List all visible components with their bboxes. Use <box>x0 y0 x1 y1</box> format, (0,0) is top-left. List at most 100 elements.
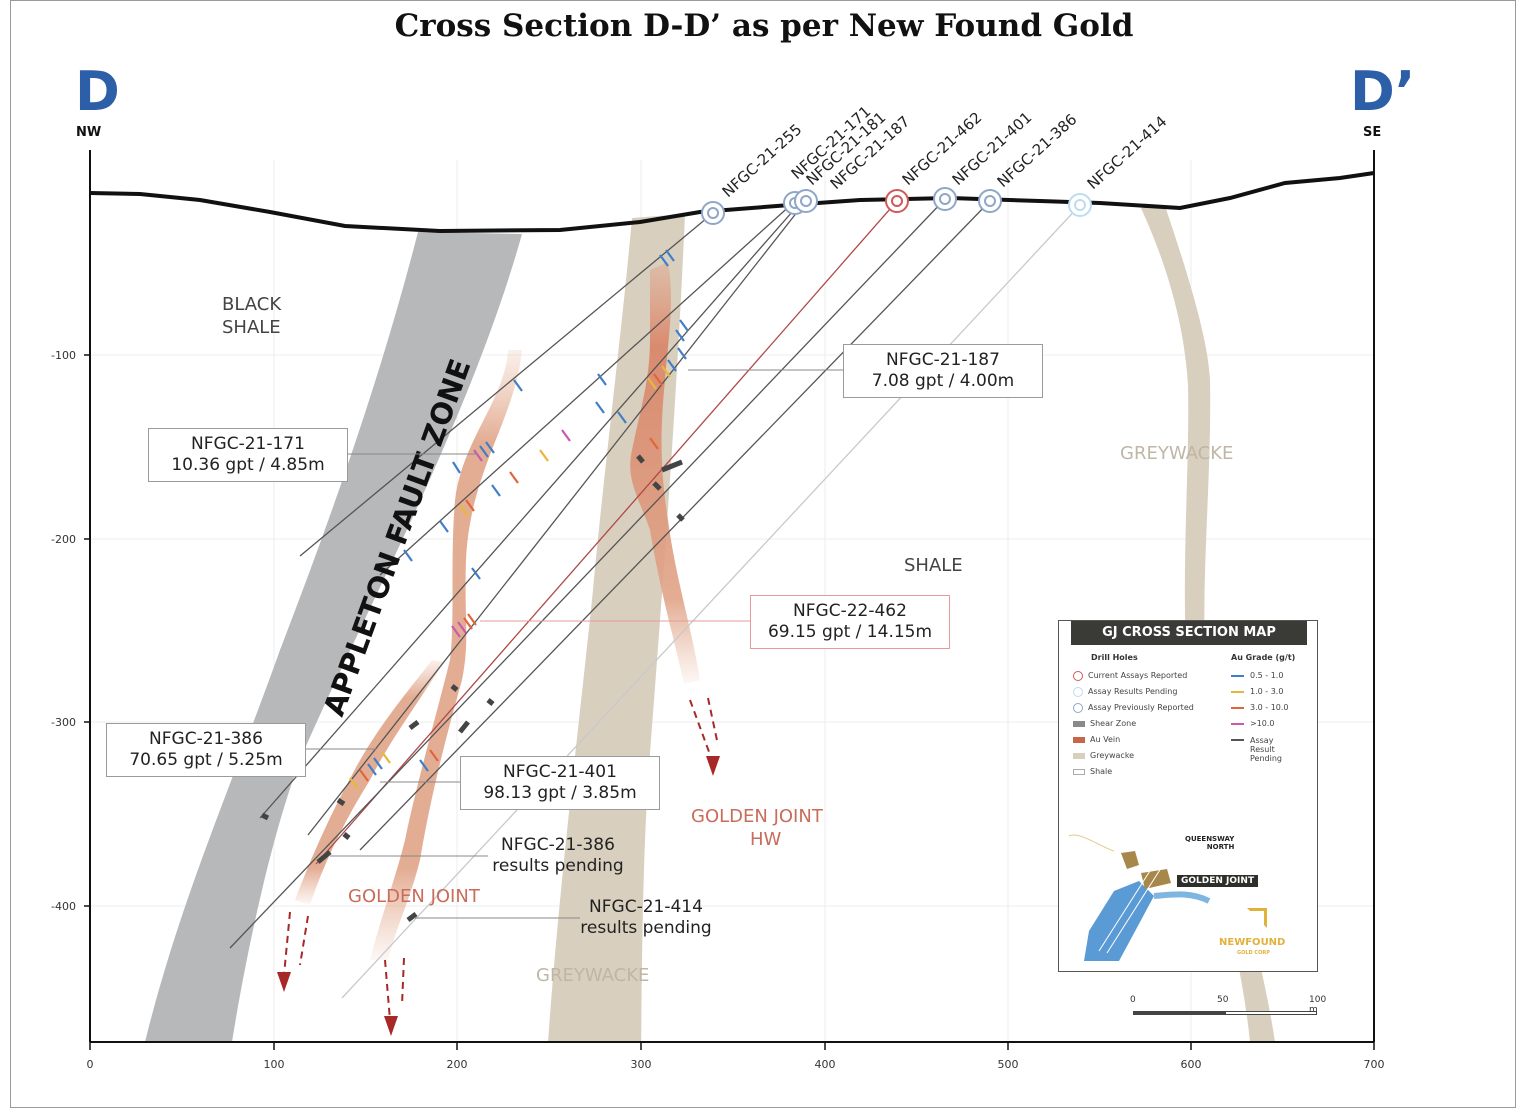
drill-hole-label: NFGC-21-255 <box>719 120 806 201</box>
callout-line1: NFGC-21-386 <box>149 729 263 749</box>
drill-trace-181 <box>259 202 801 819</box>
scale-bar-dark-segment <box>1133 1011 1225 1015</box>
x-tick-label: 600 <box>1181 1058 1202 1071</box>
collar-previous-icon <box>701 201 725 225</box>
legend-item: Current Assays Reported <box>1073 668 1223 684</box>
newfound-logo-subtext: GOLD CORP <box>1237 950 1270 956</box>
callout-line2: 70.65 gpt / 5.25m <box>129 750 283 770</box>
inset-faults <box>1098 840 1178 954</box>
legend-item-label: Current Assays Reported <box>1088 671 1188 680</box>
legend-item-label: Assay Result Pending <box>1250 736 1282 763</box>
black-shale-line: BLACK <box>222 294 282 315</box>
callout-line1: NFGC-21-171 <box>191 434 305 454</box>
drill-hole-traces <box>229 198 1081 999</box>
axis-ticks <box>84 354 1375 1050</box>
callout-nfgc-21-386: NFGC-21-386 70.65 gpt / 5.25m <box>106 723 306 777</box>
x-tick-label: 300 <box>631 1058 652 1071</box>
y-tick-labels: -100 -200 -300 -400 <box>51 349 76 913</box>
section-start-letter: D <box>75 60 120 123</box>
legend-panel: GJ CROSS SECTION MAP Drill Holes Au Grad… <box>1058 620 1318 972</box>
grade-swatch-icon <box>1231 706 1244 709</box>
figure-title: Cross Section D-D’ as per New Found Gold <box>394 8 1134 44</box>
current-assay-icon <box>1073 670 1083 681</box>
drill-hole-label: NFGC-21-414 <box>1084 112 1171 193</box>
legend-item: 1.0 - 3.0 <box>1231 684 1315 700</box>
drill-collars <box>701 187 1092 225</box>
grade-swatch-icon <box>1231 674 1244 677</box>
golden-joint-hw-label-line1: GOLDEN JOINT <box>691 806 824 827</box>
callout-line2: 98.13 gpt / 3.85m <box>483 783 637 803</box>
shear-zone-swatch-icon <box>1073 720 1085 727</box>
legend-drill-hole-list: Current Assays Reported Assay Results Pe… <box>1073 668 1223 780</box>
inset-deposit-golden-joint <box>1141 869 1171 889</box>
scale-label-0: 0 <box>1130 995 1136 1005</box>
extension-arrowheads <box>277 756 720 1036</box>
assay-intervals <box>349 249 689 790</box>
scale-bar: 0 50 100 m <box>1130 995 1327 1025</box>
x-tick-label: 700 <box>1364 1058 1385 1071</box>
scale-bar-light-segment <box>1225 1011 1317 1015</box>
drill-trace-187 <box>307 201 806 836</box>
callout-nfgc-21-401: NFGC-21-401 98.13 gpt / 3.85m <box>460 756 660 810</box>
legend-item: Greywacke <box>1073 748 1223 764</box>
black-shale-line: SHALE <box>222 317 281 338</box>
pending-assay-icon <box>1073 686 1083 697</box>
y-tick-label: -400 <box>51 900 76 913</box>
newfound-logo-text: NEWFOUND <box>1219 937 1286 948</box>
y-tick-label: -200 <box>51 533 76 546</box>
legend-item-label: 3.0 - 10.0 <box>1250 703 1289 712</box>
legend-item-label: Shale <box>1090 767 1113 776</box>
greywacke-band-right <box>1140 206 1275 1042</box>
x-tick-label: 100 <box>264 1058 285 1071</box>
scale-label-100: 100 m <box>1309 995 1327 1015</box>
drill-trace-255 <box>299 212 714 557</box>
legend-item-label: Shear Zone <box>1090 719 1137 728</box>
extension-arrows <box>283 697 719 1021</box>
callout-nfgc-21-171: NFGC-21-171 10.36 gpt / 4.85m <box>148 428 348 482</box>
callout-line2: 10.36 gpt / 4.85m <box>171 455 325 475</box>
legend-item-label: Assay Results Pending <box>1088 687 1178 696</box>
appleton-fault-zone-band <box>145 232 522 1042</box>
legend-item: Assay Results Pending <box>1073 684 1223 700</box>
callout-line1: NFGC-21-414 <box>589 897 703 917</box>
drill-hole-labels: NFGC-21-255 NFGC-21-171 NFGC-21-181 NFGC… <box>719 102 1171 201</box>
legend-item-label: 0.5 - 1.0 <box>1250 671 1284 680</box>
legend-item: Assay Result Pending <box>1231 736 1315 763</box>
drill-trace-401 <box>229 198 946 949</box>
golden-joint-hw-label-line2: HW <box>750 829 782 850</box>
inset-property-area <box>1084 881 1154 961</box>
y-tick-label: -100 <box>51 349 76 362</box>
callout-nfgc-21-414-pending: NFGC-21-414 results pending <box>566 897 726 943</box>
legend-item-label: 1.0 - 3.0 <box>1250 687 1284 696</box>
callout-line2: 69.15 gpt / 14.15m <box>767 622 933 642</box>
grade-swatch-icon <box>1231 690 1244 693</box>
greywacke-swatch-icon <box>1073 752 1085 759</box>
callout-nfgc-22-462: NFGC-22-462 69.15 gpt / 14.15m <box>750 595 950 649</box>
inset-road <box>1068 834 1115 852</box>
collar-current-icon <box>885 189 909 213</box>
legend-item: 0.5 - 1.0 <box>1231 668 1315 684</box>
legend-item: Assay Previously Reported <box>1073 700 1223 716</box>
legend-col2-title: Au Grade (g/t) <box>1231 653 1296 662</box>
x-tick-label: 400 <box>815 1058 836 1071</box>
grade-swatch-icon <box>1231 722 1244 725</box>
previous-assay-icon <box>1073 702 1083 713</box>
black-shale-label: BLACK SHALE <box>222 294 287 338</box>
section-end-letter: D’ <box>1350 60 1415 123</box>
inset-waterbody <box>1153 891 1211 904</box>
y-tick-label: -300 <box>51 716 76 729</box>
legend-item-label: Assay Previously Reported <box>1088 703 1194 712</box>
x-tick-label: 0 <box>87 1058 94 1071</box>
section-end-direction: SE <box>1363 125 1381 140</box>
golden-joint-label: GOLDEN JOINT <box>348 886 481 907</box>
callout-line2: results pending <box>492 856 624 876</box>
shale-label: SHALE <box>904 555 963 576</box>
callout-line2: 7.08 gpt / 4.00m <box>871 371 1015 391</box>
golden-joint-minor-vein <box>295 660 444 905</box>
collar-previous-icon <box>794 189 818 213</box>
greywacke-bottom-label: GREYWACKE <box>536 965 649 986</box>
callout-line1: NFGC-21-187 <box>886 350 1000 370</box>
scale-label-50: 50 <box>1217 995 1229 1005</box>
inset-label-golden-joint: GOLDEN JOINT <box>1177 875 1259 887</box>
x-tick-label: 500 <box>998 1058 1019 1071</box>
